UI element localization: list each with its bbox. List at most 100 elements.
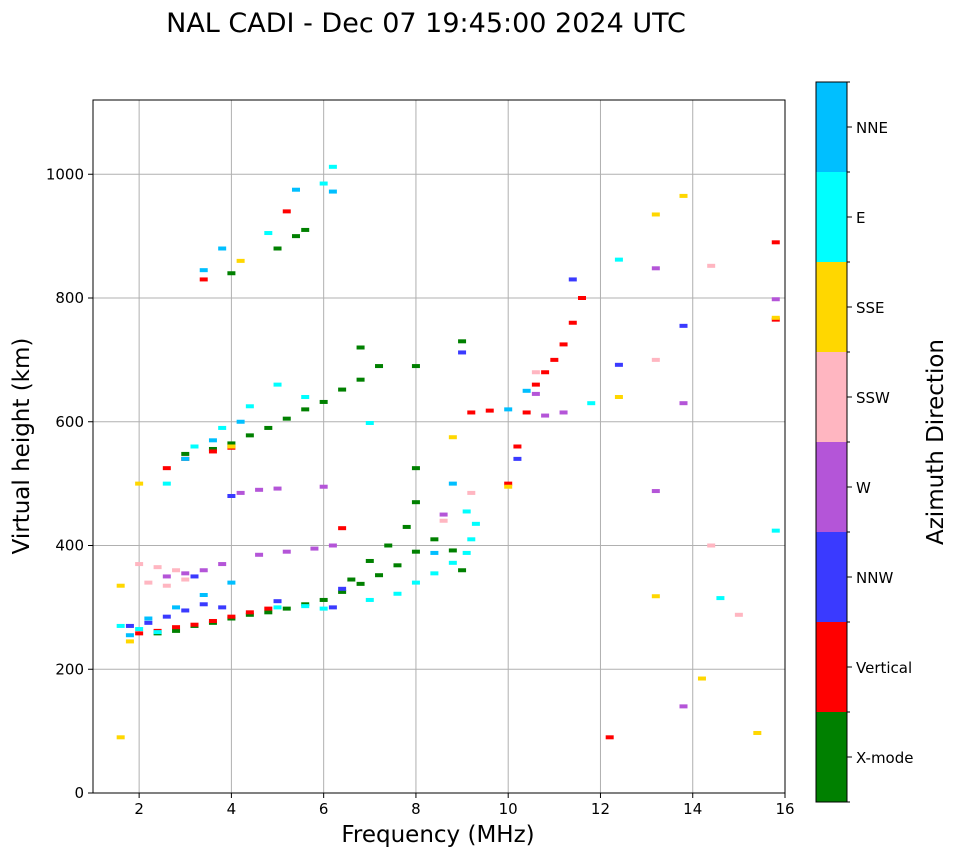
y-tick-label: 600: [55, 413, 84, 431]
data-point: [467, 410, 476, 415]
data-point: [541, 370, 550, 375]
data-point: [218, 246, 227, 251]
colorbar-segment: [816, 532, 847, 622]
y-tick-label: 400: [55, 537, 84, 555]
data-point: [125, 623, 134, 628]
data-point: [172, 628, 181, 633]
colorbar-tick-label: SSW: [856, 389, 890, 407]
y-tick-label: 1000: [46, 165, 84, 183]
data-point: [587, 401, 596, 406]
data-point: [116, 583, 125, 588]
data-point: [411, 580, 420, 585]
data-point: [338, 589, 347, 594]
data-point: [125, 633, 134, 638]
data-point: [255, 487, 264, 492]
data-point: [162, 614, 171, 619]
data-point: [771, 240, 780, 245]
data-point: [559, 342, 568, 347]
x-tick-label: 16: [775, 800, 794, 818]
data-point: [448, 548, 457, 553]
data-point: [181, 571, 190, 576]
colorbar-segment: [816, 352, 847, 442]
data-point: [153, 565, 162, 570]
data-point: [301, 604, 310, 609]
axis-ticks: 2 4 6 8 10 12 14 16 0 200 400 600 800 1000: [46, 165, 795, 818]
data-point: [199, 277, 208, 282]
x-tick-label: 10: [499, 800, 518, 818]
data-point: [227, 614, 236, 619]
data-point: [462, 509, 471, 514]
y-tick-label: 800: [55, 289, 84, 307]
data-point: [190, 444, 199, 449]
data-point: [282, 606, 291, 611]
data-point: [310, 546, 319, 551]
data-point: [471, 521, 480, 526]
data-point: [771, 528, 780, 533]
colorbar-label: Azimuth Direction: [923, 339, 949, 545]
data-point: [236, 419, 245, 424]
data-point: [753, 730, 762, 735]
data-point: [227, 580, 236, 585]
data-point: [273, 605, 282, 610]
data-point: [227, 494, 236, 498]
data-point: [319, 606, 328, 611]
data-point: [614, 257, 623, 262]
data-point: [301, 395, 310, 399]
data-point: [255, 552, 264, 557]
data-point: [190, 622, 199, 627]
data-point: [162, 466, 171, 471]
y-axis-label: Virtual height (km): [9, 338, 35, 555]
data-point: [181, 577, 190, 582]
data-point: [531, 370, 540, 375]
colorbar-segment: [816, 172, 847, 262]
data-point: [227, 441, 236, 446]
data-point: [651, 212, 660, 217]
data-point: [614, 362, 623, 367]
data-point: [273, 599, 282, 604]
colorbar-tick-label: NNW: [856, 569, 893, 587]
data-point: [458, 339, 467, 344]
data-point: [651, 266, 660, 271]
data-point: [291, 187, 300, 192]
x-tick-label: 8: [411, 800, 421, 818]
data-point: [273, 246, 282, 251]
data-point: [734, 612, 743, 617]
x-tick-label: 2: [134, 800, 144, 818]
data-point: [356, 581, 365, 586]
data-point: [264, 610, 273, 615]
y-tick-label: 0: [74, 784, 84, 802]
data-point: [578, 296, 587, 300]
data-point: [199, 268, 208, 273]
data-point: [199, 568, 208, 573]
data-point: [531, 382, 540, 387]
data-point: [218, 562, 227, 567]
data-point: [116, 623, 125, 628]
data-point: [208, 618, 217, 623]
data-point: [162, 481, 171, 486]
data-point: [541, 413, 550, 418]
data-point: [227, 271, 236, 276]
colorbar-segment: [816, 622, 847, 712]
data-point: [236, 258, 245, 263]
data-point: [550, 357, 559, 362]
colorbar-segment: [816, 82, 847, 172]
data-point: [384, 543, 393, 548]
colorbar-tick-label: SSE: [856, 299, 885, 317]
data-point: [172, 568, 181, 573]
data-point: [651, 489, 660, 494]
data-point: [559, 410, 568, 415]
data-point: [328, 164, 337, 169]
data-point: [144, 580, 153, 585]
data-point: [513, 444, 522, 449]
y-tick-label: 200: [55, 660, 84, 678]
data-point: [282, 209, 291, 214]
data-point: [568, 320, 577, 325]
data-point: [448, 481, 457, 486]
x-tick-label: 14: [683, 800, 702, 818]
data-point: [208, 438, 217, 443]
colorbar: X-mode Vertical NNW W SSW SSE E NNE: [815, 81, 913, 803]
data-point: [448, 435, 457, 440]
data-point: [245, 404, 254, 409]
data-point: [328, 605, 337, 610]
